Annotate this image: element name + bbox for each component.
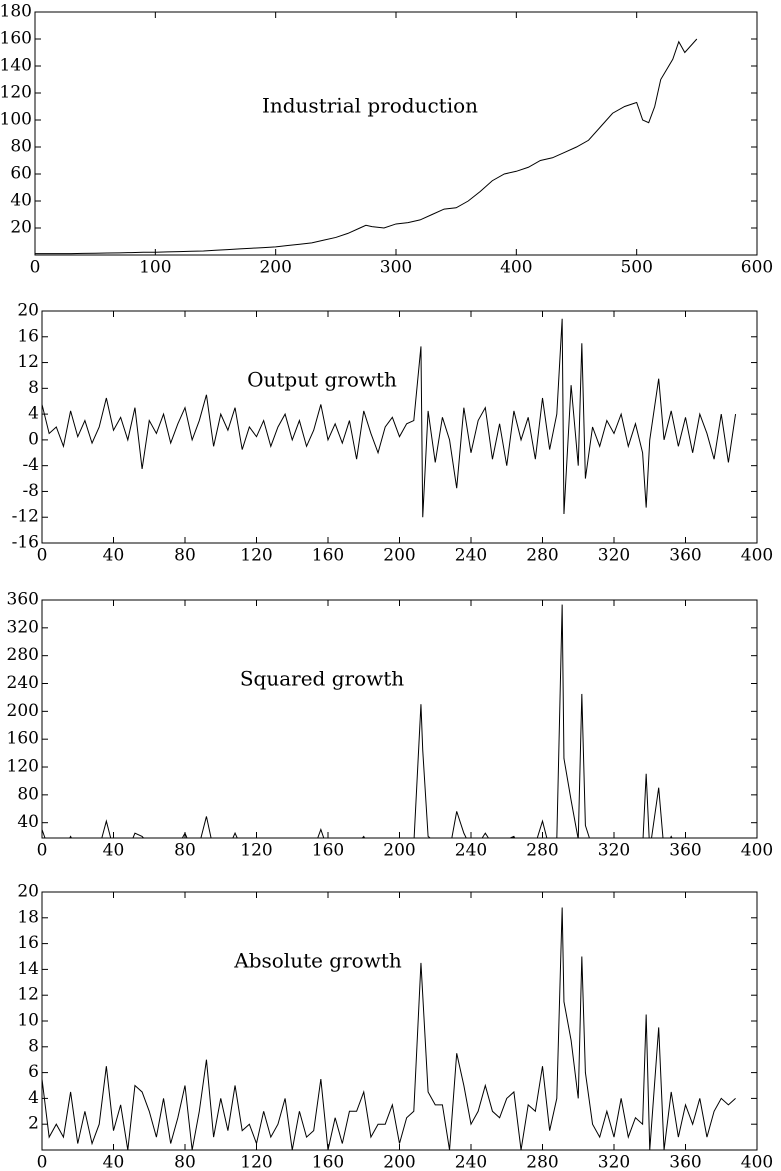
y-tick-label: 60 bbox=[10, 164, 32, 184]
panel: 0 100 200 300 400 500 600 20 40 60 80 100 120 140 160 1… bbox=[0, 2, 773, 278]
annotation: Squared growth bbox=[240, 667, 404, 691]
y-tick-label: 4 bbox=[28, 1088, 39, 1108]
y-tick-label: 20 bbox=[10, 218, 32, 238]
y-tick-label: 100 bbox=[0, 110, 32, 130]
y-tick-label: 120 bbox=[0, 83, 32, 103]
x-tick-label: 0 bbox=[37, 1153, 48, 1171]
y-tick-label: 80 bbox=[17, 784, 39, 804]
x-tick-label: 40 bbox=[103, 546, 125, 566]
x-tick-label: 120 bbox=[240, 546, 272, 566]
y-tick-label: 8 bbox=[28, 1036, 39, 1056]
x-tick-label: 40 bbox=[103, 1153, 125, 1171]
x-tick-label: 160 bbox=[312, 841, 344, 861]
annotation: Output growth bbox=[247, 368, 397, 392]
y-tick-label: 200 bbox=[7, 701, 39, 721]
x-tick-label: 360 bbox=[669, 1153, 701, 1171]
x-tick-label: 320 bbox=[598, 546, 630, 566]
y-tick-label: 0 bbox=[28, 429, 39, 449]
x-tick-label: 120 bbox=[240, 841, 272, 861]
x-tick-label: 100 bbox=[139, 258, 171, 278]
x-tick-label: 200 bbox=[259, 258, 291, 278]
y-tick-label: 20 bbox=[17, 301, 39, 321]
y-tick-label: -4 bbox=[22, 455, 39, 475]
y-tick-label: 40 bbox=[17, 812, 39, 832]
y-tick-label: 4 bbox=[28, 404, 39, 424]
series-line bbox=[42, 907, 736, 1150]
y-tick-label: 140 bbox=[0, 56, 32, 76]
x-tick-label: 400 bbox=[741, 1153, 773, 1171]
x-tick-label: 0 bbox=[30, 258, 41, 278]
x-tick-label: 360 bbox=[669, 546, 701, 566]
x-tick-label: 240 bbox=[455, 1153, 487, 1171]
panel: 0 40 80 120 160 200 240 280 320 360 400 40 80 120 160 2… bbox=[7, 590, 774, 861]
y-tick-label: 180 bbox=[0, 2, 32, 22]
y-tick-label: 6 bbox=[28, 1062, 39, 1082]
y-tick-label: 240 bbox=[7, 673, 39, 693]
x-tick-label: 120 bbox=[240, 1153, 272, 1171]
y-tick-label: 160 bbox=[0, 29, 32, 49]
x-tick-label: 240 bbox=[455, 546, 487, 566]
x-tick-label: 0 bbox=[37, 546, 48, 566]
x-tick-label: 360 bbox=[669, 841, 701, 861]
y-tick-label: 120 bbox=[7, 757, 39, 777]
x-tick-label: 0 bbox=[37, 841, 48, 861]
y-tick-label: 40 bbox=[10, 191, 32, 211]
y-tick-label: 16 bbox=[17, 933, 39, 953]
x-tick-label: 200 bbox=[383, 546, 415, 566]
y-tick-label: 20 bbox=[17, 882, 39, 902]
x-tick-label: 300 bbox=[380, 258, 412, 278]
x-tick-label: 280 bbox=[526, 546, 558, 566]
x-tick-label: 200 bbox=[383, 841, 415, 861]
annotation: Absolute growth bbox=[233, 949, 402, 973]
y-tick-label: 280 bbox=[7, 645, 39, 665]
x-tick-label: 400 bbox=[741, 841, 773, 861]
x-tick-label: 280 bbox=[526, 1153, 558, 1171]
series-line bbox=[35, 38, 698, 255]
x-tick-label: 80 bbox=[174, 1153, 196, 1171]
y-tick-label: 160 bbox=[7, 729, 39, 749]
x-tick-label: 40 bbox=[103, 841, 125, 861]
x-tick-label: 200 bbox=[383, 1153, 415, 1171]
y-tick-label: 360 bbox=[7, 590, 39, 610]
panel: 0 40 80 120 160 200 240 280 320 360 400 2 4 6 8 10 12 14 1… bbox=[17, 882, 773, 1171]
x-tick-label: 320 bbox=[598, 841, 630, 861]
x-tick-label: 80 bbox=[174, 546, 196, 566]
y-tick-label: 320 bbox=[7, 617, 39, 637]
x-tick-label: 400 bbox=[500, 258, 532, 278]
plot-frame bbox=[41, 310, 758, 544]
y-tick-label: 2 bbox=[28, 1114, 39, 1134]
y-tick-label: 14 bbox=[17, 959, 39, 979]
panel: 0 40 80 120 160 200 240 280 320 360 400 -16 -12 -8 -4 0… bbox=[12, 301, 774, 566]
plot-frame bbox=[41, 599, 758, 839]
y-tick-label: 18 bbox=[17, 907, 39, 927]
x-tick-label: 500 bbox=[620, 258, 652, 278]
x-tick-label: 280 bbox=[526, 841, 558, 861]
y-tick-label: 8 bbox=[28, 378, 39, 398]
y-tick-label: 80 bbox=[10, 137, 32, 157]
y-tick-label: 16 bbox=[17, 326, 39, 346]
y-tick-label: -8 bbox=[22, 481, 39, 501]
x-tick-label: 160 bbox=[312, 1153, 344, 1171]
annotation: Industrial production bbox=[262, 94, 478, 118]
y-tick-label: 12 bbox=[17, 352, 39, 372]
y-tick-label: 12 bbox=[17, 985, 39, 1005]
x-tick-label: 600 bbox=[741, 258, 773, 278]
y-tick-label: -12 bbox=[12, 507, 39, 527]
y-tick-label: -16 bbox=[12, 533, 39, 553]
series-line bbox=[42, 604, 673, 838]
x-tick-label: 240 bbox=[455, 841, 487, 861]
series-line bbox=[42, 318, 737, 518]
plot-frame bbox=[34, 11, 758, 256]
x-tick-label: 320 bbox=[598, 1153, 630, 1171]
y-tick-label: 10 bbox=[17, 1011, 39, 1031]
x-tick-label: 80 bbox=[174, 841, 196, 861]
x-tick-label: 400 bbox=[741, 546, 773, 566]
x-tick-label: 160 bbox=[312, 546, 344, 566]
